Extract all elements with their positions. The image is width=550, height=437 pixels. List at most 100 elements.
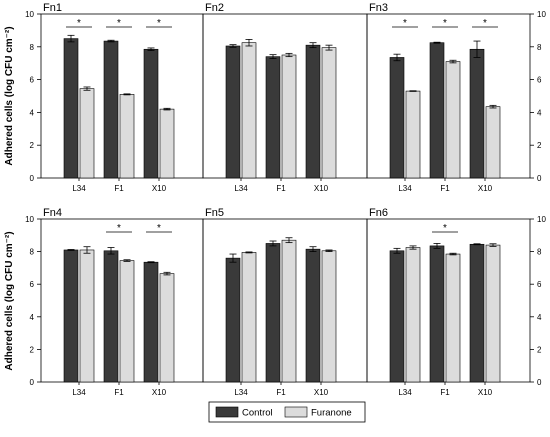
panel-fn3-ytick-right-label: 10 <box>537 10 546 19</box>
panel-fn4-bar-furanone-l34 <box>79 249 95 383</box>
panel-fn6-category-label: F1 <box>440 388 450 397</box>
panel-fn3-ytick-right-label: 8 <box>537 43 542 52</box>
panel-fn6-ytick-right-label: 8 <box>537 248 542 257</box>
panel-fn6-ytick-right-label: 2 <box>537 345 542 354</box>
panel-fn6-bar-furanone-x10 <box>485 244 501 383</box>
panel-fn1-bar-control-f1 <box>103 40 119 179</box>
panel-fn4-bar-furanone-x10 <box>159 273 175 383</box>
panel-fn3-bar-control-f1 <box>429 42 445 179</box>
panel-fn6-bar-control-x10 <box>469 243 485 383</box>
panel-fn2-category-label: F1 <box>276 184 286 193</box>
panel-fn5-title: Fn5 <box>205 207 224 219</box>
panel-fn3-ytick-right-label: 2 <box>537 141 542 150</box>
panel-fn1-title: Fn1 <box>43 2 62 14</box>
panel-fn4-title: Fn4 <box>43 207 62 219</box>
legend-label-furanone: Furanone <box>311 408 352 419</box>
panel-fn4-bar-control-l34 <box>63 249 79 383</box>
panel-fn4-category-label: F1 <box>114 388 124 397</box>
panel-fn1-ytick-label: 0 <box>30 174 35 183</box>
panel-fn1-significance-star-x10: * <box>157 18 161 29</box>
panel-fn6-ytick-right-label: 0 <box>537 378 542 387</box>
panel-fn1-ytick-label: 10 <box>25 10 34 19</box>
panel-fn4-ytick-label: 6 <box>30 280 35 289</box>
panel-fn5-category-label: L34 <box>234 388 248 397</box>
panel-fn4-bar-furanone-f1 <box>119 260 135 383</box>
panel-fn6-bar-control-f1 <box>429 245 445 383</box>
panel-fn3-bar-furanone-f1 <box>445 61 461 179</box>
panel-fn4-category-label: X10 <box>152 388 167 397</box>
panel-fn6-bar-furanone-l34 <box>405 247 421 383</box>
legend-label-control: Control <box>242 408 273 419</box>
panel-fn1-significance-star-f1: * <box>117 18 121 29</box>
panel-fn5-bar-control-l34 <box>225 257 241 383</box>
panel-fn4-bar-control-f1 <box>103 250 119 383</box>
y-axis-label-1: Adhered cells (log CFU cm⁻²) <box>4 26 15 165</box>
panel-fn1-bar-furanone-x10 <box>159 108 175 179</box>
panel-fn2-category-label: L34 <box>234 184 248 193</box>
panel-fn2-bar-control-l34 <box>225 45 241 179</box>
panel-fn1-bar-control-x10 <box>143 48 159 179</box>
legend-swatch-control <box>215 406 239 418</box>
panel-fn4-significance-star-x10: * <box>157 223 161 234</box>
panel-fn3-ytick-right-label: 4 <box>537 108 542 117</box>
panel-fn6-ytick-right-label: 4 <box>537 313 542 322</box>
panel-fn5-bar-control-f1 <box>265 243 281 383</box>
panel-fn3-bar-control-l34 <box>389 57 405 179</box>
panel-fn5-category-label: F1 <box>276 388 286 397</box>
panel-fn1-significance-star-l34: * <box>77 18 81 29</box>
panel-fn3-category-label: F1 <box>440 184 450 193</box>
panel-fn3-category-label: L34 <box>398 184 412 193</box>
panel-fn1-ytick-label: 2 <box>30 141 35 150</box>
panel-fn4-significance-star-f1: * <box>117 223 121 234</box>
panel-fn3-category-label: X10 <box>478 184 493 193</box>
panel-fn6-category-label: X10 <box>478 388 493 397</box>
panel-fn2-category-label: X10 <box>314 184 329 193</box>
panel-fn3-bar-furanone-x10 <box>485 106 501 179</box>
panel-fn6-title: Fn6 <box>369 207 388 219</box>
legend-swatch-furanone <box>284 406 308 418</box>
panel-fn1-ytick-label: 4 <box>30 108 35 117</box>
panel-fn4-ytick-label: 2 <box>30 345 35 354</box>
panel-fn2-bar-furanone-x10 <box>321 47 337 179</box>
panel-fn3-ytick-right-label: 0 <box>537 174 542 183</box>
panel-fn1-bar-furanone-f1 <box>119 94 135 179</box>
panel-fn6-bar-control-l34 <box>389 250 405 383</box>
panel-fn2-bar-control-x10 <box>305 44 321 179</box>
panel-fn6-bar-furanone-f1 <box>445 253 461 383</box>
y-axis-label-2: Adhered cells (log CFU cm⁻²) <box>4 231 15 370</box>
panel-fn1-bar-control-l34 <box>63 38 79 179</box>
panel-fn6-significance-star-f1: * <box>443 223 447 234</box>
panel-fn6-ytick-right-label: 10 <box>537 215 546 224</box>
panel-fn1-ytick-label: 6 <box>30 76 35 85</box>
panel-fn4-category-label: L34 <box>72 388 86 397</box>
panel-fn5-bar-furanone-f1 <box>281 239 297 383</box>
panel-fn1-bar-furanone-l34 <box>79 88 95 179</box>
panel-fn3-bar-control-x10 <box>469 48 485 179</box>
panel-fn1-category-label: X10 <box>152 184 167 193</box>
panel-fn1-category-label: F1 <box>114 184 124 193</box>
panel-fn4-bar-control-x10 <box>143 261 159 383</box>
panel-fn5-bar-furanone-x10 <box>321 250 337 383</box>
panel-fn4-ytick-label: 10 <box>25 215 34 224</box>
panel-fn5-bar-furanone-l34 <box>241 252 257 383</box>
panel-fn6-ytick-right-label: 6 <box>537 280 542 289</box>
panel-fn5-category-label: X10 <box>314 388 329 397</box>
panel-fn6-category-label: L34 <box>398 388 412 397</box>
panel-fn2-bar-furanone-l34 <box>241 42 257 179</box>
panel-fn2-title: Fn2 <box>205 2 224 14</box>
panel-fn4-ytick-label: 4 <box>30 313 35 322</box>
panel-fn3-significance-star-x10: * <box>483 18 487 29</box>
panel-fn1-ytick-label: 8 <box>30 43 35 52</box>
panel-fn2-bar-control-f1 <box>265 56 281 179</box>
panel-fn5-bar-control-x10 <box>305 248 321 383</box>
panel-fn3-title: Fn3 <box>369 2 388 14</box>
panel-fn3-significance-star-l34: * <box>403 18 407 29</box>
panel-fn1-category-label: L34 <box>72 184 86 193</box>
panel-fn3-significance-star-f1: * <box>443 18 447 29</box>
panel-fn4-ytick-label: 8 <box>30 248 35 257</box>
panel-fn4-ytick-label: 0 <box>30 378 35 387</box>
panel-fn3-bar-furanone-l34 <box>405 90 421 179</box>
panel-fn3-ytick-right-label: 6 <box>537 76 542 85</box>
